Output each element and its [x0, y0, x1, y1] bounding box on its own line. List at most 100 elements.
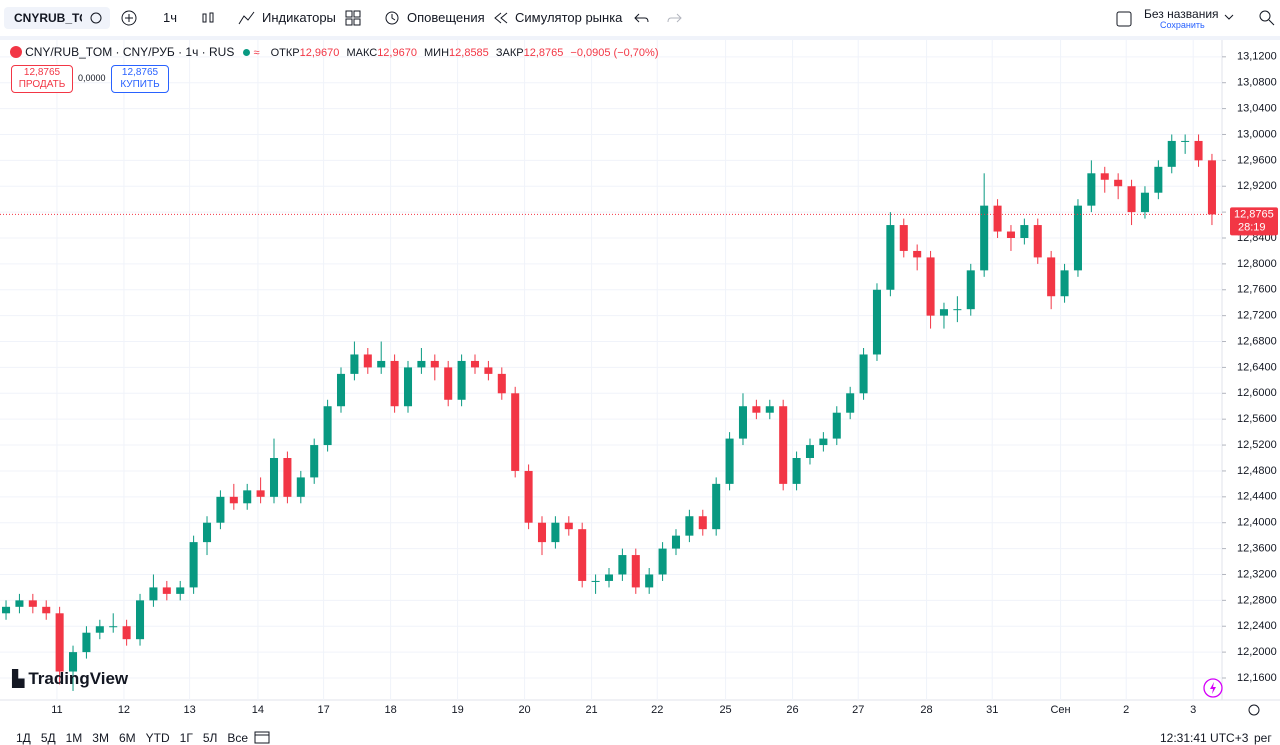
candle-body — [216, 496, 225, 523]
candle-body — [886, 225, 895, 290]
high-value: 12,9670 — [377, 47, 417, 59]
flag — [10, 46, 22, 58]
candle-body — [109, 626, 118, 628]
legend: CNY/RUB_TOM · CNY/РУБ · 1ч · RUS ≈ ОТКР1… — [10, 45, 659, 59]
candle-body — [765, 406, 774, 413]
search[interactable] — [1258, 9, 1276, 27]
symbol-icon — [90, 12, 102, 24]
x-tick-label: 11 — [51, 704, 62, 716]
sell-button[interactable]: 12,8765 ПРОДАТЬ — [11, 65, 73, 93]
candle-body — [15, 600, 24, 607]
candle-body — [712, 483, 721, 530]
y-tick-label: 13,0800 — [1237, 77, 1277, 89]
last-price-badge — [1230, 207, 1278, 236]
candle-body — [913, 250, 922, 258]
candle-body — [899, 225, 908, 251]
candle-body — [497, 373, 506, 394]
alerts[interactable]: Оповещения — [407, 10, 485, 25]
session[interactable]: рег — [1254, 731, 1272, 745]
buy-button[interactable]: 12,8765 КУПИТЬ — [111, 65, 169, 93]
range-button[interactable]: YTD — [145, 731, 170, 745]
legend-title: CNY/RUB_TOM · CNY/РУБ · 1ч · RUS — [25, 45, 235, 59]
candle-body — [162, 587, 171, 594]
range-button[interactable]: 5Д — [40, 731, 56, 745]
interval[interactable]: 1ч — [163, 10, 178, 25]
low-value: 12,8585 — [449, 47, 489, 59]
change: −0,0905 (−0,70%) — [570, 47, 659, 59]
candle-body — [283, 458, 292, 497]
range-button[interactable]: 1Г — [179, 731, 193, 745]
x-tick-label: 12 — [118, 704, 130, 716]
x-tick-label: 17 — [317, 704, 329, 716]
range-button[interactable]: 1Д — [16, 731, 31, 745]
range-button[interactable]: 5Л — [202, 731, 218, 745]
candle-body — [779, 406, 788, 484]
y-tick-label: 12,8000 — [1237, 258, 1277, 270]
candle-body — [390, 360, 399, 407]
candle-body — [618, 555, 627, 575]
high-label: МАКС — [346, 47, 378, 59]
x-tick-label: 31 — [986, 704, 998, 716]
x-tick-label: 3 — [1190, 704, 1196, 716]
settings-icon[interactable] — [1248, 704, 1260, 716]
candle-body — [1140, 192, 1149, 213]
candle-body — [926, 257, 935, 316]
save[interactable]: Сохранить — [1160, 20, 1205, 30]
date-range[interactable] — [254, 730, 270, 744]
x-tick-label: 28 — [920, 704, 932, 716]
layout-menu[interactable] — [1224, 13, 1234, 21]
range-button[interactable]: 1М — [65, 731, 83, 745]
candle-body — [189, 542, 198, 588]
candle-body — [336, 373, 346, 407]
templates[interactable] — [345, 10, 361, 26]
symbol-button[interactable]: CNYRUB_TOM — [4, 7, 110, 29]
candle-body — [457, 360, 466, 400]
buy-price: 12,8765 — [121, 67, 159, 78]
layout-name[interactable]: Без названия — [1144, 7, 1219, 21]
candle-body — [859, 354, 868, 394]
candle-body — [980, 205, 989, 271]
logo-text: TradingView — [28, 669, 129, 688]
candle-body — [939, 309, 948, 316]
candle-body — [1167, 140, 1176, 167]
chart-type[interactable] — [200, 10, 216, 26]
x-tick-label: 13 — [183, 704, 195, 716]
candle-body — [1006, 231, 1015, 238]
x-tick-label: 22 — [651, 704, 663, 716]
candle-body — [470, 360, 480, 368]
close-label: ЗАКР — [495, 47, 524, 59]
x-tick-label: 2 — [1123, 704, 1129, 716]
candle-body — [28, 600, 37, 607]
y-tick-label: 12,2000 — [1237, 646, 1277, 658]
candle-body — [685, 516, 694, 536]
y-tick-label: 12,4000 — [1237, 517, 1277, 529]
candle-body — [176, 587, 185, 594]
candle-body — [269, 458, 279, 497]
candle-body — [671, 535, 681, 549]
x-tick-label: 27 — [852, 704, 864, 716]
candle-body — [752, 406, 761, 413]
y-tick-label: 12,5200 — [1237, 439, 1277, 451]
replay[interactable]: Симулятор рынка — [515, 10, 623, 25]
alerts-icon — [385, 11, 399, 25]
y-tick-label: 12,3200 — [1237, 568, 1277, 580]
range-button[interactable]: 3М — [92, 731, 109, 745]
add-symbol[interactable] — [121, 10, 137, 26]
redo[interactable] — [666, 11, 682, 25]
y-tick-label: 13,0000 — [1237, 128, 1277, 140]
range-button[interactable]: 6М — [118, 731, 136, 745]
candle-body — [350, 354, 359, 374]
candle-body — [323, 406, 332, 446]
range-button[interactable]: Все — [227, 731, 249, 745]
x-tick-label: 20 — [518, 704, 530, 716]
y-tick-label: 12,7200 — [1237, 310, 1277, 322]
layout-icon[interactable] — [1116, 11, 1132, 27]
undo[interactable] — [634, 11, 650, 25]
y-tick-label: 12,2800 — [1237, 594, 1277, 606]
candle-body — [658, 548, 667, 575]
indicators[interactable]: Индикаторы — [262, 10, 336, 25]
candle-body — [966, 270, 975, 310]
y-tick-label: 12,6000 — [1237, 387, 1277, 399]
y-tick-label: 13,0400 — [1237, 102, 1277, 114]
candle-body — [256, 490, 265, 497]
